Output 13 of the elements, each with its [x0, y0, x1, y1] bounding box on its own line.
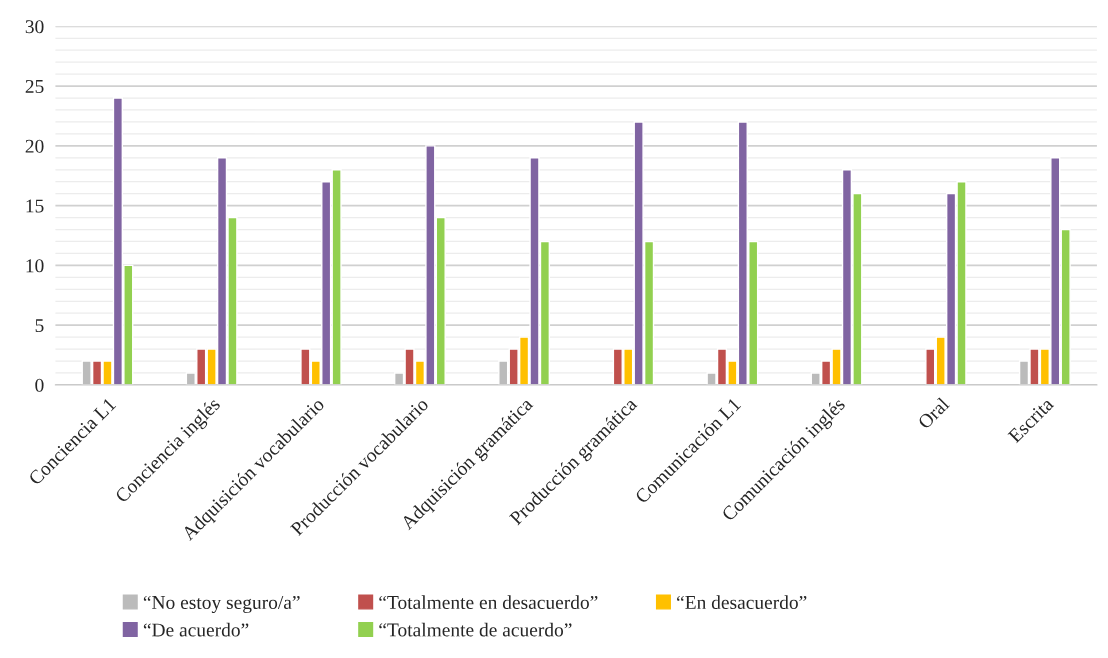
y-tick-label: 0 — [35, 378, 44, 392]
y-tick-label: 5 — [35, 319, 44, 333]
y-tick-label: 30 — [25, 20, 44, 34]
y-tick-label: 25 — [25, 79, 44, 94]
legend-label: “Totalmente de acuerdo” — [379, 622, 572, 637]
legend-label: “No estoy seguro/a” — [143, 595, 300, 614]
y-tick-label: 10 — [26, 259, 44, 273]
x-tick-label: Oral — [916, 396, 951, 430]
legend-label: “Totalmente en desacuerdo” — [379, 595, 598, 610]
y-tick-label: 20 — [25, 139, 44, 153]
legend-label: “De acuerdo” — [143, 622, 249, 637]
legend-label: “En desacuerdo” — [677, 595, 807, 610]
y-tick-label: 15 — [26, 199, 44, 213]
